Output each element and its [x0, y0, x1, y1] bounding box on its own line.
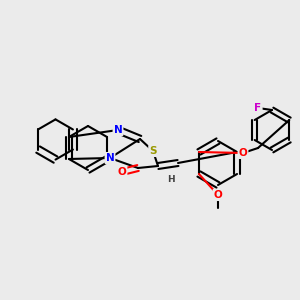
Text: F: F [254, 103, 262, 113]
Text: N: N [114, 125, 122, 135]
Text: O: O [238, 148, 247, 158]
Text: S: S [149, 146, 157, 156]
Text: H: H [167, 176, 175, 184]
Text: O: O [118, 167, 126, 177]
Text: N: N [106, 153, 114, 163]
Text: O: O [214, 190, 222, 200]
